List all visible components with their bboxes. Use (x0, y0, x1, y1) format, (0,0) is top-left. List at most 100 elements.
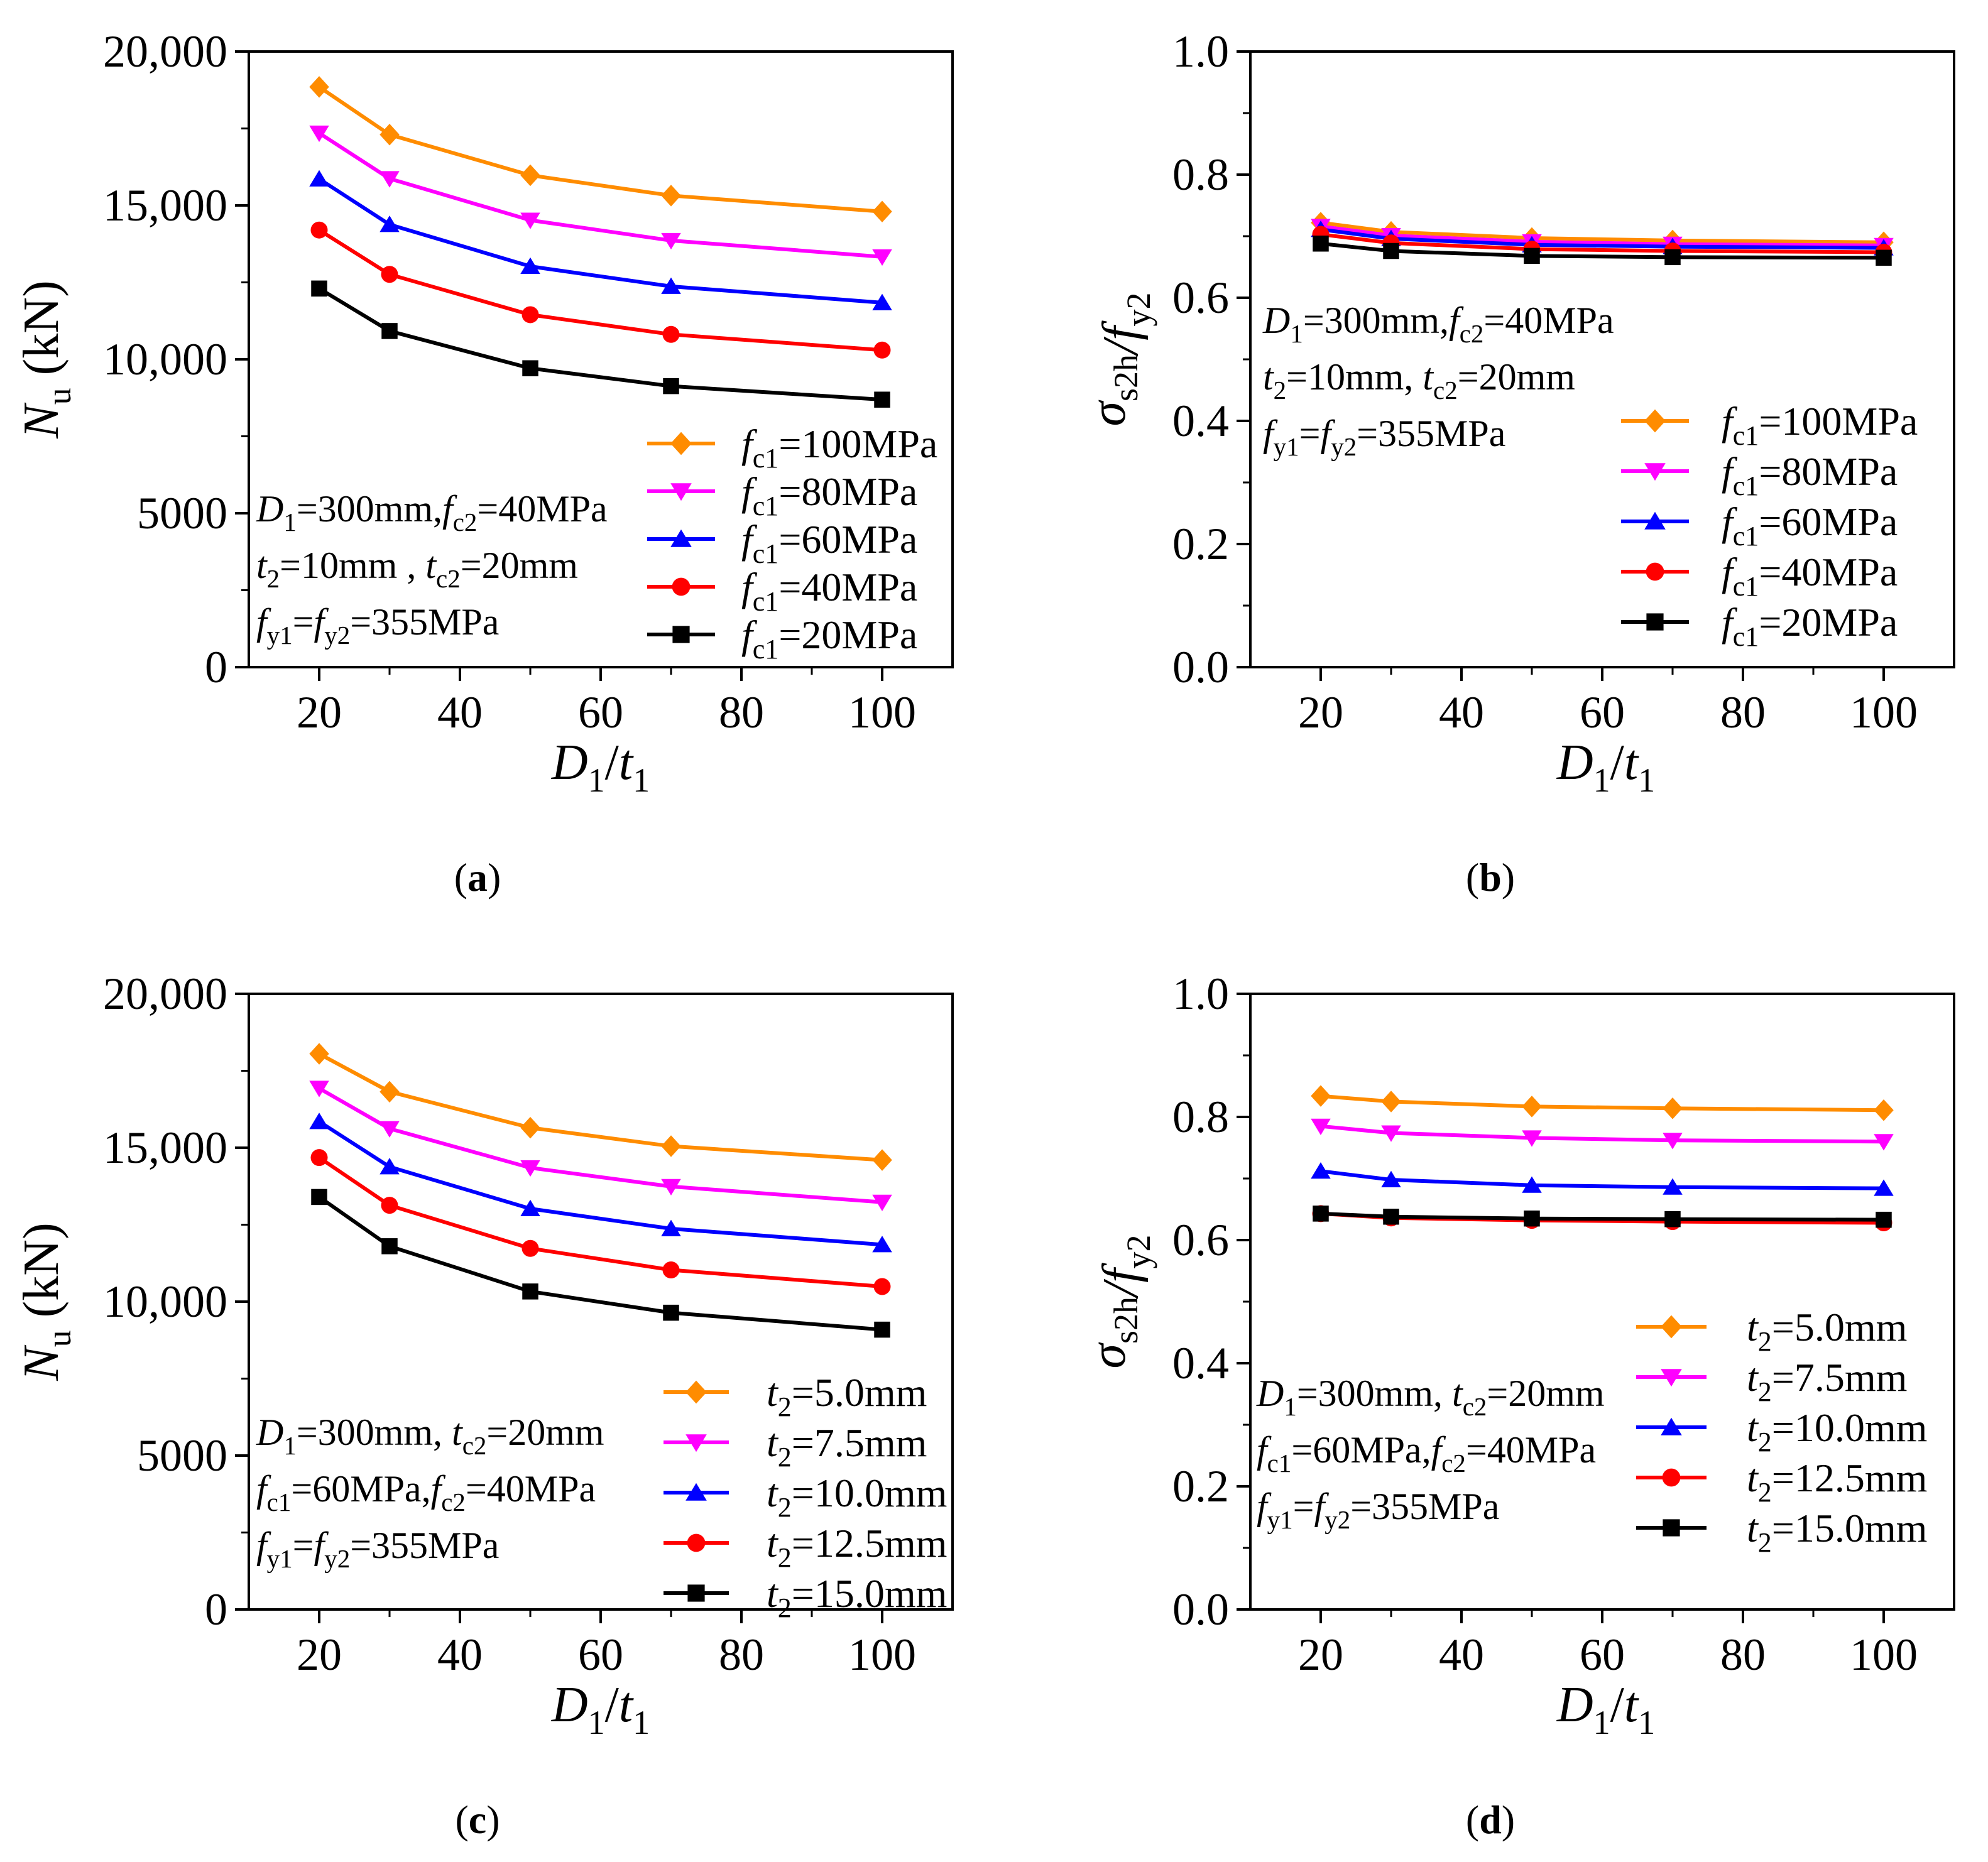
data-point (522, 360, 538, 376)
legend-label-2-seg-2: =10.0mm (1772, 1405, 1928, 1450)
data-point (309, 1113, 329, 1130)
note-line-2-seg-2: = (1299, 413, 1321, 454)
note-line-1-seg-2: =10mm , (280, 545, 425, 586)
y-tick-label: 1.0 (1172, 969, 1229, 1019)
note-line-2-seg-1: y1 (267, 621, 293, 650)
x-tick-label: 100 (848, 687, 916, 738)
caption-paren-close: ) (488, 855, 501, 900)
y-tick-label: 5000 (137, 488, 227, 538)
data-point (661, 277, 681, 294)
series-1 (1311, 1118, 1894, 1151)
note-line-1-seg-2: =60MPa, (1291, 1429, 1431, 1471)
note-line-2: fy1=fy2=355MPa (1257, 1486, 1499, 1534)
legend: t2=5.0mmt2=7.5mmt2=10.0mmt2=12.5mmt2=15.… (664, 1370, 947, 1623)
y-axis-label-group: σs2h/fy2 (1081, 293, 1157, 427)
series-line (1320, 1094, 1884, 1113)
data-point (380, 171, 400, 188)
data-point (380, 124, 400, 146)
series-line (318, 131, 883, 259)
series-0 (309, 76, 892, 223)
y-axis-label-seg-0: σ (1081, 1342, 1136, 1368)
note-line-2-seg-5: =355MPa (1350, 1486, 1499, 1527)
caption-letter: b (1479, 855, 1502, 900)
legend-label-2-seg-0: t (1747, 1405, 1759, 1450)
note-line-2-seg-4: y2 (1331, 432, 1357, 461)
note-line-0: D1=300mm, tc2=20mm (1256, 1373, 1605, 1421)
x-axis-label: D1/t1 (551, 735, 650, 799)
data-point (309, 125, 329, 143)
legend-label-3: fc1=40MPa (741, 565, 917, 617)
note-line-0-seg-0: D (1262, 300, 1290, 341)
legend-label-0: t2=5.0mm (767, 1370, 927, 1422)
legend-marker (1646, 613, 1664, 631)
legend-label-2-seg-1: c1 (753, 538, 779, 569)
note-line-0-seg-5: =20mm (486, 1412, 604, 1453)
legend-label-1: t2=7.5mm (1747, 1355, 1907, 1407)
data-point (872, 1236, 892, 1253)
data-point (1522, 1176, 1542, 1193)
legend-label-0-seg-1: 2 (1758, 1326, 1772, 1357)
legend-label-4-seg-2: =15.0mm (792, 1571, 948, 1616)
legend-label-0-seg-0: t (767, 1370, 779, 1415)
series-2 (1311, 1162, 1894, 1196)
data-point (380, 1081, 400, 1103)
x-axis-label-seg-1: 1 (588, 1704, 605, 1741)
x-axis-label-seg-2: / (1610, 1677, 1625, 1733)
data-point (520, 212, 540, 229)
x-tick-label: 40 (1439, 687, 1484, 738)
caption-paren-open: ( (454, 855, 467, 900)
data-point (663, 378, 679, 395)
note-line-0: D1=300mm,fc2=40MPa (1262, 300, 1614, 348)
note-line-0-seg-1: 1 (1284, 1392, 1297, 1421)
panel-b: 20 40 60 80 1000.00.20.40.60.81.0D1/t1σs2h/f… (1081, 26, 1955, 900)
data-point (520, 1116, 540, 1139)
data-point (522, 1283, 538, 1300)
panel-d: 20 40 60 80 1000.00.20.40.60.81.0D1/t1σs2h/f… (1081, 969, 1955, 1842)
note-line-0-seg-1: 1 (283, 1431, 297, 1460)
y-tick-label: 0 (205, 642, 227, 692)
note-line-2-seg-2: = (293, 601, 314, 643)
legend-label-0-seg-2: =5.0mm (1772, 1305, 1908, 1349)
legend-label-3-seg-0: t (1747, 1456, 1759, 1500)
panel-caption: (a) (454, 855, 501, 900)
legend-label-2-seg-0: t (767, 1471, 779, 1515)
legend-marker (670, 529, 692, 547)
data-point (661, 1179, 681, 1195)
x-axis-label-seg-1: 1 (1593, 761, 1610, 799)
data-point (873, 1278, 891, 1295)
x-axis-label-seg-4: 1 (633, 1704, 650, 1741)
data-point (872, 249, 892, 266)
legend-label-1-seg-2: =7.5mm (1772, 1355, 1908, 1400)
data-point (874, 1321, 890, 1338)
data-point (381, 1197, 398, 1214)
data-point (309, 1081, 329, 1097)
legend-marker (685, 1380, 707, 1404)
data-point (1524, 248, 1540, 264)
note-line-2-seg-1: y1 (1274, 432, 1299, 461)
note-line-1-seg-1: 2 (267, 564, 280, 593)
x-axis-label-seg-2: / (605, 735, 620, 790)
data-point (381, 323, 398, 339)
note-line-1-seg-0: t (256, 545, 268, 586)
series-3 (310, 1149, 891, 1295)
annotation-note: D1=300mm, tc2=20mmfc1=60MPa,fc2=40MPafy1… (256, 1412, 604, 1573)
data-point (520, 1199, 540, 1217)
x-tick-label: 80 (719, 1630, 764, 1680)
x-tick-label: 100 (1850, 687, 1918, 738)
legend-label-4: t2=15.0mm (1747, 1506, 1927, 1558)
x-axis-label-seg-4: 1 (1638, 761, 1655, 799)
note-line-1-seg-1: c1 (267, 1488, 292, 1516)
x-axis-label-seg-2: / (1610, 735, 1625, 790)
legend-label-3-seg-2: =12.5mm (1772, 1456, 1928, 1500)
note-line-1: t2=10mm , tc2=20mm (256, 545, 578, 593)
caption-letter: c (469, 1797, 486, 1842)
data-point (380, 1158, 400, 1175)
series-line (318, 85, 883, 214)
legend-label-2: fc1=60MPa (741, 517, 917, 569)
note-line-1-seg-4: c2 (441, 1488, 466, 1516)
x-axis-label-seg-4: 1 (1638, 1704, 1655, 1741)
x-axis-label-seg-3: t (619, 735, 634, 790)
data-point (1664, 1211, 1681, 1228)
data-point (380, 1121, 400, 1138)
